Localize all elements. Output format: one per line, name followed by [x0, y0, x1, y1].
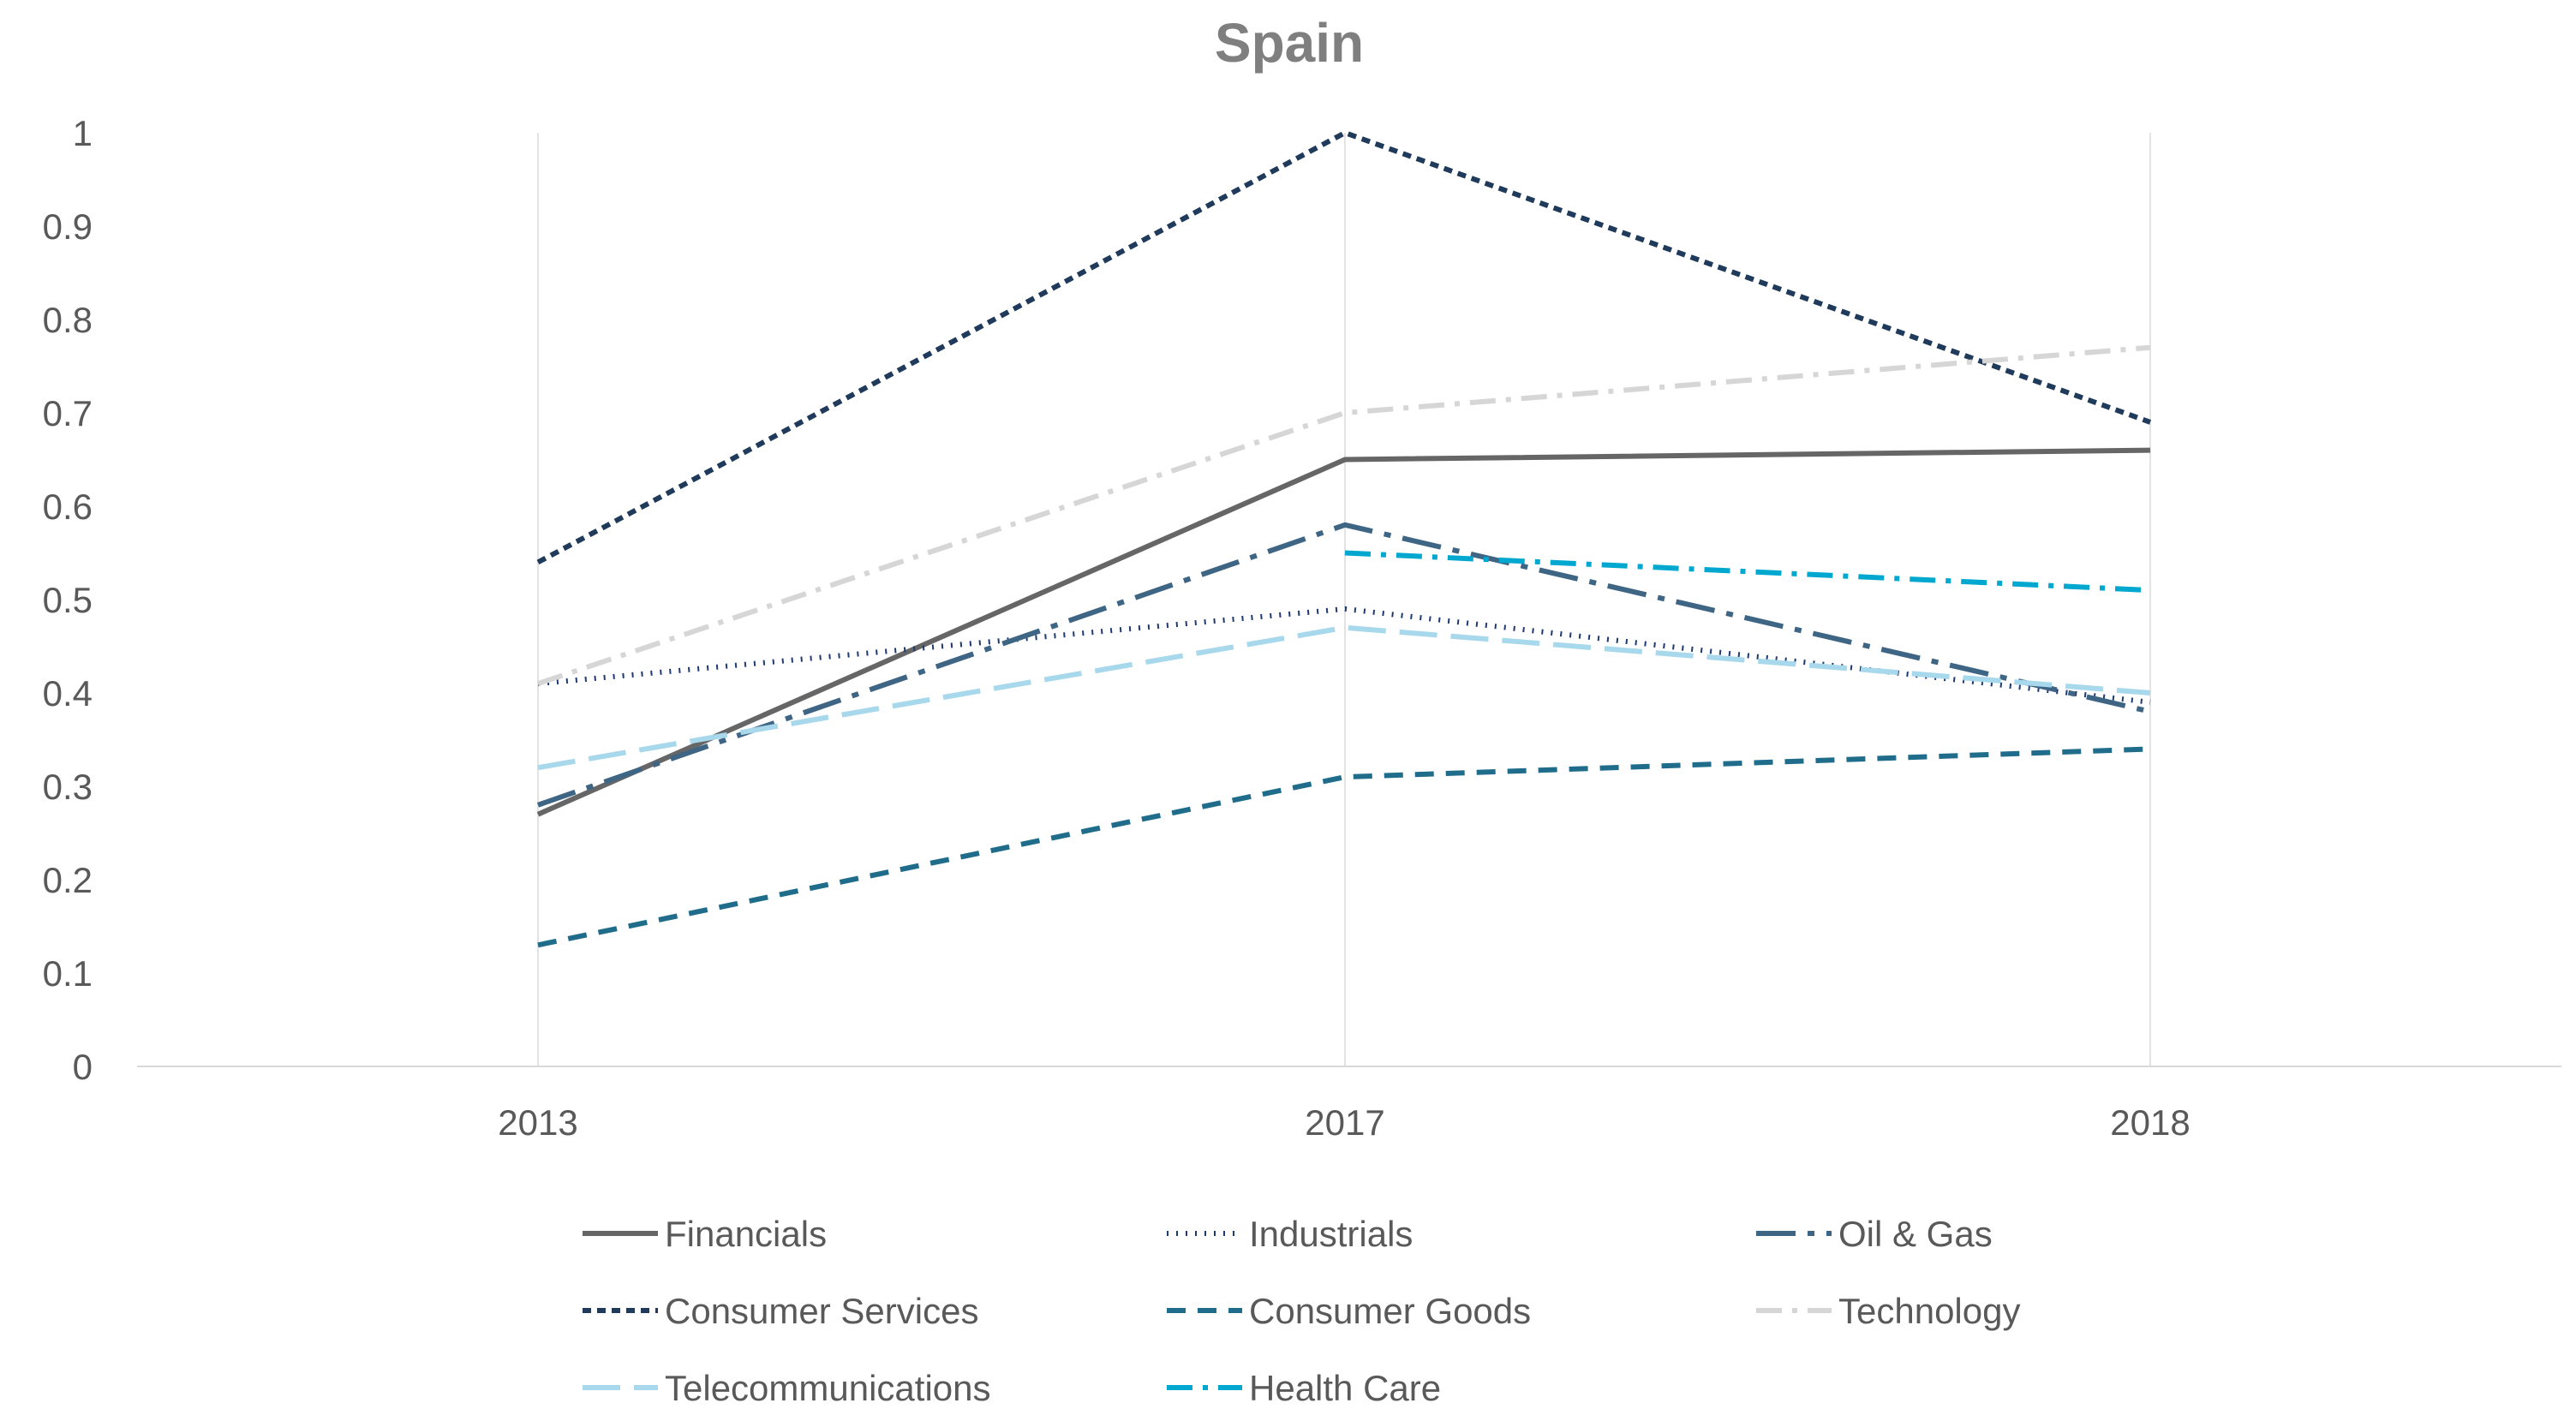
series-line-financials	[536, 447, 2151, 817]
legend-label-health-care: Health Care	[1249, 1368, 1441, 1408]
grid	[537, 133, 2151, 1066]
y-tick-label: 0.2	[43, 860, 93, 900]
series-line-industrials	[537, 606, 2151, 705]
x-tick-label-2018: 2018	[2110, 1102, 2190, 1143]
series-line-technology	[537, 344, 2151, 686]
y-tick-label: 0.3	[43, 767, 93, 807]
legend-label-industrials: Industrials	[1249, 1214, 1413, 1254]
x-tick-label-2013: 2013	[498, 1102, 577, 1143]
chart-title: Spain	[1215, 12, 1364, 74]
legend: Financials Industrials Oil & Gas Consumer S…	[583, 1214, 2020, 1408]
y-tick-label: 0.1	[43, 953, 93, 994]
series-line-health-care	[1344, 550, 2151, 594]
x-tick-label-2017: 2017	[1305, 1102, 1384, 1143]
legend-label-telecommunications: Telecommunications	[665, 1368, 991, 1408]
legend-label-financials: Financials	[665, 1214, 827, 1254]
legend-label-consumer-services: Consumer Services	[665, 1291, 978, 1331]
y-tick-label: 0.5	[43, 580, 93, 620]
y-tick-label: 0.9	[43, 206, 93, 247]
y-tick-label: 0.6	[43, 487, 93, 527]
y-tick-label: 0	[73, 1047, 93, 1087]
series-lines	[536, 130, 2152, 948]
y-tick-label: 0.4	[43, 673, 93, 714]
legend-label-oil-gas: Oil & Gas	[1838, 1214, 1993, 1254]
series-line-consumer-goods	[537, 746, 2151, 948]
legend-label-technology: Technology	[1838, 1291, 2020, 1331]
series-line-telecommunications	[537, 624, 2151, 771]
y-tick-label: 0.8	[43, 300, 93, 340]
y-tick-label: 0.7	[43, 393, 93, 433]
y-tick-label: 1	[73, 113, 93, 153]
legend-label-consumer-goods: Consumer Goods	[1249, 1291, 1531, 1331]
series-line-oil-gas	[537, 522, 2151, 808]
axes: 0 0.1 0.2 0.3 0.4 0.5 0.6 0.7 0.8 0.9 1 2013 2017 201…	[43, 113, 2561, 1143]
